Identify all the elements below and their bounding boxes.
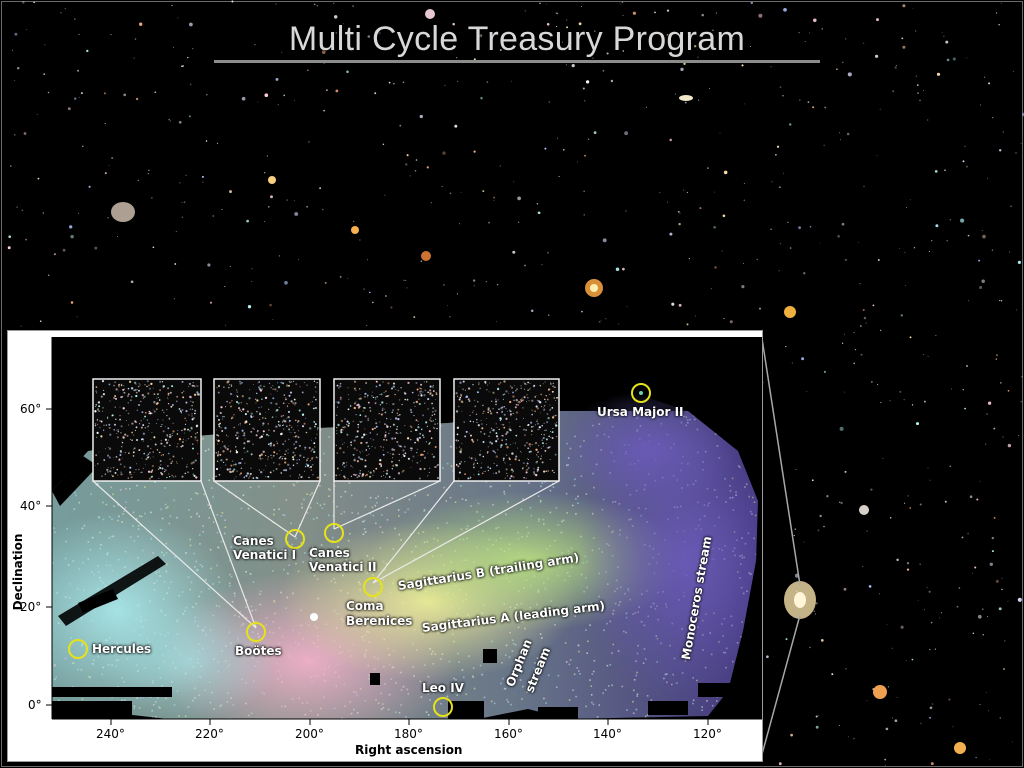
marker-bootes bbox=[246, 622, 266, 642]
sky-map-panel: 60° 40° 20° 0° 240° 220° 200° 180° 160° … bbox=[7, 330, 763, 762]
label-canes-venatici-ii-line1: Canes bbox=[309, 546, 350, 560]
marker-ursa-major-ii bbox=[631, 383, 651, 403]
x-tick-160: 160° bbox=[494, 727, 523, 741]
x-tick-140: 140° bbox=[593, 727, 622, 741]
x-tick-120: 120° bbox=[693, 727, 722, 741]
marker-canes-venatici-ii bbox=[324, 523, 344, 543]
inset-canes-venatici-i bbox=[213, 378, 321, 482]
label-bootes: Boötes bbox=[235, 644, 282, 658]
label-ursa-major-ii: Ursa Major II bbox=[597, 405, 684, 419]
y-tick-60: 60° bbox=[20, 402, 42, 416]
map-axes bbox=[46, 337, 762, 725]
y-tick-40: 40° bbox=[20, 499, 42, 513]
y-tick-20: 20° bbox=[20, 600, 42, 614]
x-tick-220: 220° bbox=[195, 727, 224, 741]
x-axis-title: Right ascension bbox=[355, 743, 463, 757]
label-coma-berenices-line1: Coma bbox=[346, 599, 384, 613]
title-underline bbox=[214, 60, 820, 63]
inset-canes-venatici-ii bbox=[333, 378, 441, 482]
x-tick-180: 180° bbox=[394, 727, 423, 741]
x-tick-200: 200° bbox=[295, 727, 324, 741]
label-canes-venatici-i-line2: Venatici I bbox=[233, 548, 297, 562]
label-hercules: Hercules bbox=[92, 642, 152, 656]
marker-leo-iv bbox=[433, 697, 453, 717]
y-axis-title: Declination bbox=[11, 533, 25, 611]
x-tick-240: 240° bbox=[96, 727, 125, 741]
inset-bootes bbox=[92, 378, 202, 482]
marker-coma-berenices bbox=[363, 577, 383, 597]
marker-hercules bbox=[68, 639, 88, 659]
y-tick-0: 0° bbox=[28, 698, 42, 712]
inset-callout-lines bbox=[92, 480, 560, 629]
slide-title: Multi Cycle Treasury Program bbox=[288, 20, 746, 58]
marker-canes-venatici-i bbox=[285, 529, 305, 549]
label-leo-iv: Leo IV bbox=[422, 681, 464, 695]
label-canes-venatici-i-line1: Canes bbox=[233, 534, 274, 548]
inset-coma-berenices bbox=[453, 378, 560, 482]
label-coma-berenices-line2: Berenices bbox=[346, 614, 413, 628]
label-canes-venatici-ii-line2: Venatici II bbox=[309, 560, 377, 574]
